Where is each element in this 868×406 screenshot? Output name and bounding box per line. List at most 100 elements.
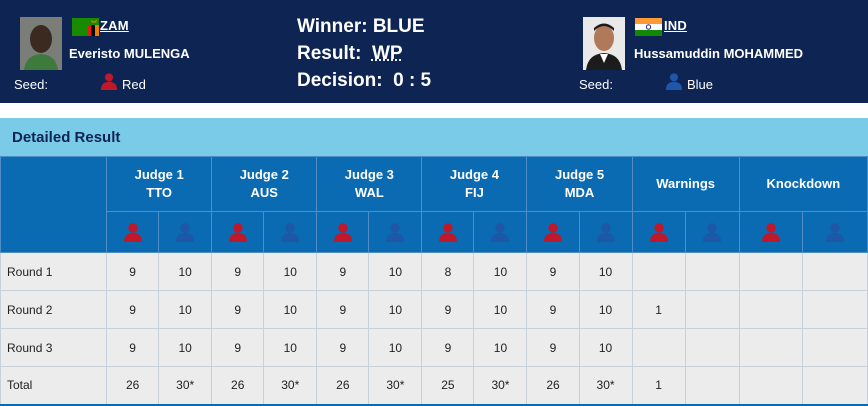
blue-athlete-photo [583, 17, 625, 70]
score-cell: 9 [316, 328, 370, 367]
score-cell [738, 290, 803, 329]
score-cell: 10 [473, 328, 528, 367]
blue-corner-cell [368, 211, 423, 253]
score-cell: 9 [106, 252, 160, 291]
score-cell [738, 328, 803, 367]
red-seed-value: Red [122, 77, 146, 92]
row-label: Round 2 [0, 290, 108, 329]
score-cell [801, 366, 868, 406]
blue-athlete-panel: IND Hussamuddin MOHAMMED Seed: Blue [570, 0, 868, 103]
score-cell: 30* [578, 366, 633, 406]
blue-corner-cell [578, 211, 633, 253]
score-cell: 9 [106, 290, 160, 329]
blue-seed-value: Blue [687, 77, 714, 92]
red-corner-cell [421, 211, 475, 253]
judge-1-header: Judge 1 TTO [106, 156, 213, 212]
blue-corner-person-icon [385, 222, 405, 242]
score-cell: 10 [578, 290, 633, 329]
table-row: Total 26 30* 26 30* 26 30* 25 30* 26 30* 1 [0, 366, 868, 406]
score-cell: 10 [158, 290, 213, 329]
score-cell: 10 [263, 290, 318, 329]
score-cell: 10 [158, 252, 213, 291]
blue-corner-person-icon [175, 222, 195, 242]
blue-seed-label: Seed: [579, 77, 613, 92]
winner-value: BLUE [372, 16, 425, 37]
warnings-header: Warnings [631, 156, 740, 212]
section-title: Detailed Result [0, 118, 868, 156]
score-cell [738, 366, 803, 406]
judge-header-row: Judge 1 TTO Judge 2 AUS Judge 3 WAL Judge 4… [0, 156, 868, 253]
judge-2-header: Judge 2 AUS [211, 156, 318, 212]
decision-value: 0 : 5 [393, 70, 432, 91]
zambia-flag-icon [72, 18, 99, 36]
score-table-body: Round 1 9 10 9 10 9 10 8 10 9 10 Round 2 9 10 9 10 9 10 9 1… [0, 252, 868, 406]
score-cell: 26 [316, 366, 370, 406]
score-cell: 9 [211, 290, 265, 329]
score-table: Judge 1 TTO Judge 2 AUS Judge 3 WAL Judge 4… [0, 156, 868, 406]
score-cell: 10 [578, 328, 633, 367]
score-cell: 9 [421, 290, 475, 329]
score-cell: 9 [316, 290, 370, 329]
blue-corner-person-icon [280, 222, 300, 242]
score-cell [684, 366, 740, 406]
result-label: Result: [297, 43, 362, 64]
score-cell [801, 290, 868, 329]
red-corner-cell [631, 211, 686, 253]
score-cell: 26 [106, 366, 160, 406]
blue-corner-cell [158, 211, 213, 253]
score-cell [801, 328, 868, 367]
decision-label: Decision: [297, 70, 383, 91]
score-cell: 30* [263, 366, 318, 406]
score-cell: 9 [526, 252, 580, 291]
red-corner-person-icon [333, 222, 353, 242]
row-label: Total [0, 366, 108, 406]
score-cell: 10 [368, 290, 423, 329]
score-cell: 9 [106, 328, 160, 367]
red-athlete-name: Everisto MULENGA [69, 46, 190, 61]
red-corner-cell [526, 211, 580, 253]
score-cell: 8 [421, 252, 475, 291]
red-corner-person-icon [543, 222, 563, 242]
red-athlete-panel: ZAM Everisto MULENGA Seed: Red [0, 0, 290, 103]
winner-row: Winner: BLUE [297, 13, 547, 40]
score-cell: 10 [473, 290, 528, 329]
score-cell: 30* [158, 366, 213, 406]
blue-corner-person-icon [825, 222, 845, 242]
blue-corner-cell [684, 211, 740, 253]
judge-3-header: Judge 3 WAL [316, 156, 423, 212]
score-cell: 1 [631, 290, 686, 329]
row-label: Round 3 [0, 328, 108, 367]
table-row: Round 3 9 10 9 10 9 10 9 10 9 10 [0, 328, 868, 367]
bout-header: ZAM Everisto MULENGA Seed: Red Winner: B… [0, 0, 868, 103]
corner-icon-row [1, 211, 868, 253]
blue-corner-cell [801, 211, 868, 253]
red-seed-label: Seed: [14, 77, 48, 92]
knockdown-header: Knockdown [738, 156, 868, 212]
detailed-result-section: Detailed Result Judge 1 TTO Judge 2 AUS Ju… [0, 118, 868, 406]
result-value[interactable]: WP [371, 43, 403, 64]
blue-athlete-country[interactable]: IND [664, 18, 687, 33]
score-cell: 9 [526, 328, 580, 367]
red-athlete-country[interactable]: ZAM [100, 18, 129, 33]
blue-corner-person-icon [665, 72, 683, 90]
blue-corner-cell [473, 211, 528, 253]
score-cell: 30* [473, 366, 528, 406]
india-flag-icon [635, 18, 662, 36]
red-corner-cell [738, 211, 803, 253]
red-corner-person-icon [649, 222, 669, 242]
score-cell: 10 [158, 328, 213, 367]
score-cell [801, 252, 868, 291]
score-cell: 10 [368, 328, 423, 367]
blue-corner-person-icon [490, 222, 510, 242]
score-cell [684, 290, 740, 329]
winner-label: Winner: [297, 16, 368, 37]
score-cell: 9 [526, 290, 580, 329]
red-corner-person-icon [228, 222, 248, 242]
score-cell: 9 [211, 328, 265, 367]
score-cell: 9 [421, 328, 475, 367]
score-cell: 10 [578, 252, 633, 291]
score-cell: 30* [368, 366, 423, 406]
score-cell: 1 [631, 366, 686, 406]
red-corner-person-icon [761, 222, 781, 242]
blue-athlete-name: Hussamuddin MOHAMMED [634, 46, 803, 61]
